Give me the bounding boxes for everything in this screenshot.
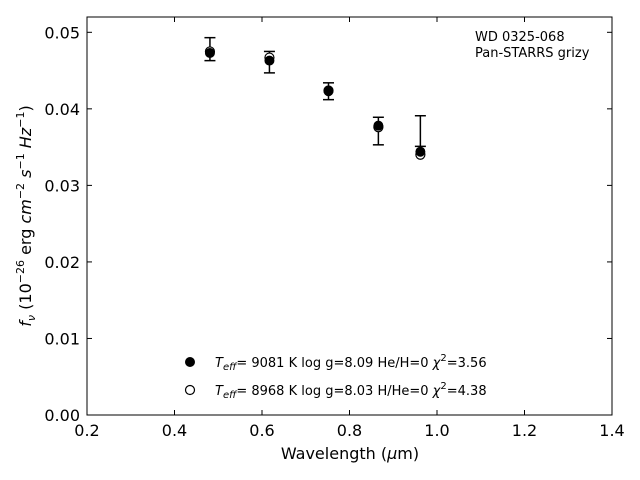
model-filled-point-1 xyxy=(264,55,275,66)
model-filled-point-0 xyxy=(204,47,215,58)
y-tick-label-5: 0.05 xyxy=(44,23,80,42)
legend-2-teff: 8968 K xyxy=(251,384,297,399)
legend-1-logg: log g=8.09 xyxy=(301,356,373,371)
y-tick-label-0: 0.00 xyxy=(44,406,80,425)
x-tick-label-5: 1.2 xyxy=(512,421,537,440)
axes: 0.2 0.4 0.6 0.8 1.0 1.2 1.4 0.00 0.01 0.02 0.03 0.0… xyxy=(44,16,625,440)
model-filled-point-2 xyxy=(323,86,334,97)
legend-2-logg: log g=8.03 xyxy=(301,384,373,399)
x-tick-label-4: 1.0 xyxy=(424,421,449,440)
annotation-line-1: WD 0325-068 xyxy=(475,30,565,45)
x-tick-label-6: 1.4 xyxy=(599,421,624,440)
legend-marker-open xyxy=(184,384,196,396)
legend-2-chi2: =4.38 xyxy=(447,384,487,399)
y-axis-label: fν (10−26 erg cm−2 s−1 Hz−1) xyxy=(14,105,38,326)
y-tick-label-4: 0.04 xyxy=(44,100,80,119)
y-tick-label-3: 0.03 xyxy=(44,176,80,195)
x-tick-label-2: 0.6 xyxy=(249,421,274,440)
model-filled-point-3 xyxy=(373,120,384,131)
legend-marker-filled xyxy=(185,357,195,367)
model-filled-point-4 xyxy=(415,146,426,157)
legend-1-teff: 9081 K xyxy=(251,356,297,371)
data-marks xyxy=(204,36,426,160)
legend-entry-1: Teff= 9081 K log g=8.09 He/H=0 χ2=3.56 xyxy=(215,353,487,373)
observed-errorbar-4 xyxy=(414,114,426,148)
legend-entry-2: Teff= 8968 K log g=8.03 H/He=0 χ2=4.38 xyxy=(215,381,487,401)
annotation-line-2: Pan-STARRS grizy xyxy=(475,46,590,61)
x-tick-label-0: 0.2 xyxy=(74,421,99,440)
x-axis-label: Wavelength (μm) xyxy=(281,444,419,463)
legend-1-comp: He/H=0 xyxy=(377,356,428,371)
x-tick-label-1: 0.4 xyxy=(162,421,187,440)
legend-1-chi2: =3.56 xyxy=(447,356,487,371)
y-tick-label-2: 0.02 xyxy=(44,253,80,272)
x-tick-label-3: 0.8 xyxy=(337,421,362,440)
legend: Teff= 9081 K log g=8.09 He/H=0 χ2=3.56 T… xyxy=(184,353,487,401)
legend-2-comp: H/He=0 xyxy=(377,384,428,399)
y-tick-label-1: 0.01 xyxy=(44,329,80,348)
